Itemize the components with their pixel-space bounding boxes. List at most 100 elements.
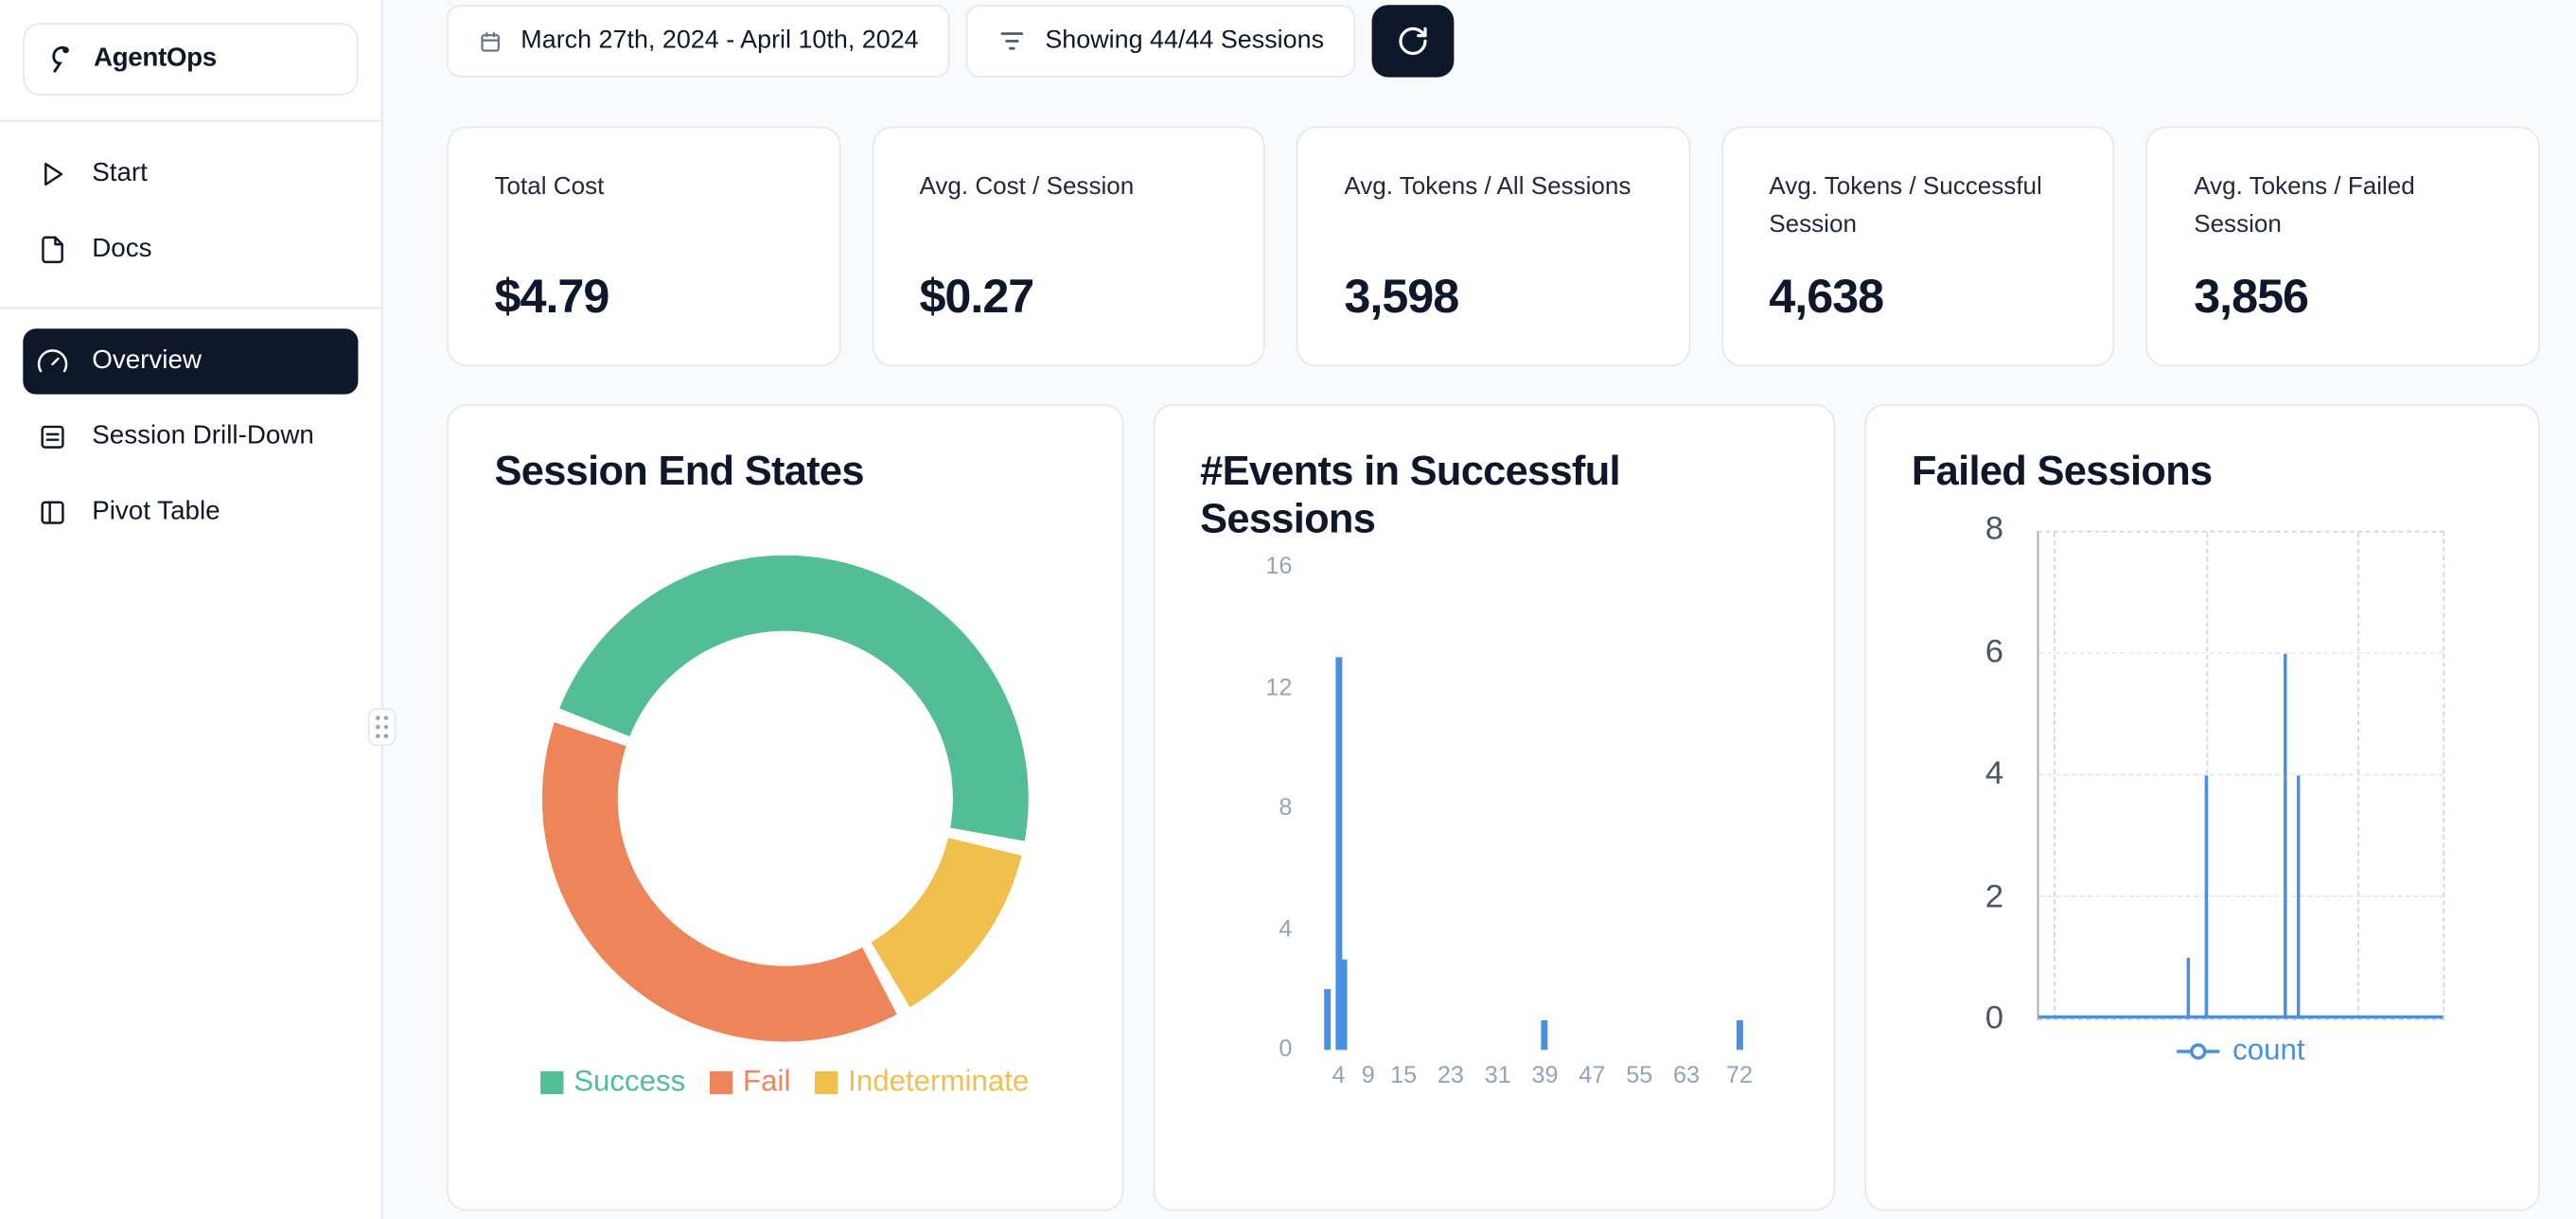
date-range-button[interactable]: March 27th, 2024 - April 10th, 2024 <box>447 5 950 78</box>
count-spike[interactable] <box>2203 775 2208 1019</box>
logo[interactable]: AgentOps <box>23 23 359 96</box>
event-count-bar[interactable] <box>1335 657 1343 1051</box>
session-end-states-card: Session End States Success Fail Indetermin… <box>447 404 1123 1211</box>
legend-item-indeterminate[interactable]: Indeterminate <box>815 1065 1029 1099</box>
x-tick-label: 63 <box>1672 1063 1701 1089</box>
y-tick-label: 4 <box>1279 915 1293 943</box>
toolbar: March 27th, 2024 - April 10th, 2024 Show… <box>447 5 2540 78</box>
donut-legend: Success Fail Indeterminate <box>495 1065 1076 1099</box>
event-count-bar[interactable] <box>1341 959 1349 1051</box>
count-legend-marker-icon <box>2175 1041 2221 1061</box>
filter-icon <box>997 26 1027 56</box>
legend-swatch <box>815 1070 838 1094</box>
sessions-filter-label: Showing 44/44 Sessions <box>1045 26 1325 55</box>
y-tick-label: 12 <box>1265 674 1293 701</box>
sidebar-item-label: Docs <box>92 235 152 263</box>
x-tick-label: 72 <box>1726 1063 1754 1089</box>
events-plot[interactable] <box>1315 567 1787 1051</box>
rows-icon <box>34 419 70 455</box>
count-legend[interactable]: count <box>2037 1034 2444 1068</box>
gridline-horizontal <box>2038 773 2443 776</box>
failed-plot[interactable] <box>2036 530 2444 1021</box>
y-tick-label: 8 <box>1279 795 1293 822</box>
event-count-bar[interactable] <box>1542 1019 1549 1051</box>
legend-label: Indeterminate <box>848 1064 1030 1098</box>
sidebar-item-label: Pivot Table <box>92 498 221 526</box>
count-spike[interactable] <box>2186 958 2190 1019</box>
count-spike[interactable] <box>2297 775 2301 1019</box>
events-histogram-card: #Events in Successful Sessions 0 4 8 12 16 4… <box>1152 404 1835 1211</box>
stat-card-avg-tokens-failed: Avg. Tokens / Failed Session 3,856 <box>2145 126 2540 367</box>
stat-value: 3,598 <box>1344 271 1459 324</box>
refresh-button[interactable] <box>1371 5 1455 78</box>
x-tick-label: 31 <box>1484 1063 1511 1089</box>
agentops-logo-icon <box>43 41 79 77</box>
count-legend-label: count <box>2232 1033 2305 1067</box>
stat-title: Total Cost <box>494 172 605 201</box>
stat-title: Avg. Cost / Session <box>919 172 1135 201</box>
stat-value: 3,856 <box>2194 271 2309 324</box>
x-tick-label: 15 <box>1390 1063 1418 1089</box>
sidebar: AgentOps Start Docs <box>0 0 397 1219</box>
y-tick-label: 8 <box>1985 510 2004 548</box>
sidebar-resize-handle[interactable] <box>367 708 397 747</box>
sidebar-nav-top: Start Docs <box>0 141 381 282</box>
play-icon <box>34 156 70 192</box>
stat-card-avg-tokens-all: Avg. Tokens / All Sessions 3,598 <box>1297 126 1690 367</box>
chart-title: Session End States <box>494 448 865 495</box>
y-tick-label: 16 <box>1265 554 1293 580</box>
stat-card-avg-tokens-successful: Avg. Tokens / Successful Session 4,638 <box>1720 126 2115 367</box>
legend-swatch <box>710 1070 733 1094</box>
y-tick-label: 0 <box>1985 1000 2004 1037</box>
sidebar-divider <box>0 307 381 309</box>
sidebar-item-label: Start <box>92 159 148 187</box>
donut-chart[interactable] <box>541 555 1029 1042</box>
events-y-labels: 0 4 8 12 16 <box>1200 554 1302 1063</box>
stat-title: Avg. Tokens / Failed Session <box>2194 172 2415 238</box>
chart-title: Failed Sessions <box>1911 448 2213 495</box>
gridline-horizontal <box>2038 652 2443 654</box>
sidebar-item-start[interactable]: Start <box>23 141 358 206</box>
sidebar-divider <box>0 119 381 122</box>
sidebar-item-label: Session Drill-Down <box>92 422 314 450</box>
event-count-bar[interactable] <box>1323 989 1331 1051</box>
stat-value: 4,638 <box>1769 271 1884 324</box>
stats-row: Total Cost $4.79 Avg. Cost / Session $0.… <box>447 126 2540 367</box>
app-name: AgentOps <box>93 44 217 73</box>
sidebar-item-overview[interactable]: Overview <box>23 328 359 395</box>
gridline-vertical <box>2054 532 2056 1019</box>
main-content: March 27th, 2024 - April 10th, 2024 Show… <box>382 0 2576 1219</box>
y-tick-label: 0 <box>1279 1036 1293 1064</box>
gauge-icon <box>34 344 70 380</box>
failed-sessions-chart: 0 2 4 6 8 <box>1912 511 2493 1037</box>
calendar-icon <box>478 28 503 53</box>
sidebar-item-session-drill-down[interactable]: Session Drill-Down <box>23 404 358 469</box>
legend-label: Success <box>573 1064 686 1098</box>
legend-item-fail[interactable]: Fail <box>710 1065 790 1099</box>
y-tick-label: 2 <box>1985 877 2004 915</box>
stat-value: $4.79 <box>494 271 610 324</box>
legend-swatch <box>540 1070 564 1094</box>
legend-label: Fail <box>743 1064 791 1098</box>
sidebar-item-label: Overview <box>92 346 202 375</box>
date-range-label: March 27th, 2024 - April 10th, 2024 <box>520 26 919 55</box>
count-line-baseline <box>2038 1015 2443 1019</box>
sidebar-nav-main: Overview Session Drill-Down Pivot Table <box>0 328 381 545</box>
y-tick-label: 6 <box>1985 633 2004 670</box>
stat-value: $0.27 <box>919 271 1034 324</box>
gridline-vertical <box>2356 532 2359 1019</box>
x-tick-label: 55 <box>1626 1063 1653 1089</box>
x-tick-label: 39 <box>1531 1063 1559 1089</box>
sidebar-item-docs[interactable]: Docs <box>23 217 358 282</box>
events-bar-chart: 0 4 8 12 16 4 9 15 23 31 39 47 55 63 72 <box>1200 554 1787 1096</box>
x-tick-label: 9 <box>1361 1063 1375 1089</box>
failed-y-labels: 0 2 4 6 8 <box>1912 511 2020 1037</box>
sidebar-item-pivot-table[interactable]: Pivot Table <box>23 480 358 545</box>
event-count-bar[interactable] <box>1736 1019 1743 1051</box>
sessions-filter-button[interactable]: Showing 44/44 Sessions <box>966 5 1356 78</box>
count-spike[interactable] <box>2284 653 2288 1019</box>
stat-card-avg-cost-session: Avg. Cost / Session $0.27 <box>872 126 1266 367</box>
refresh-icon <box>1396 25 1429 58</box>
legend-item-success[interactable]: Success <box>540 1065 685 1099</box>
